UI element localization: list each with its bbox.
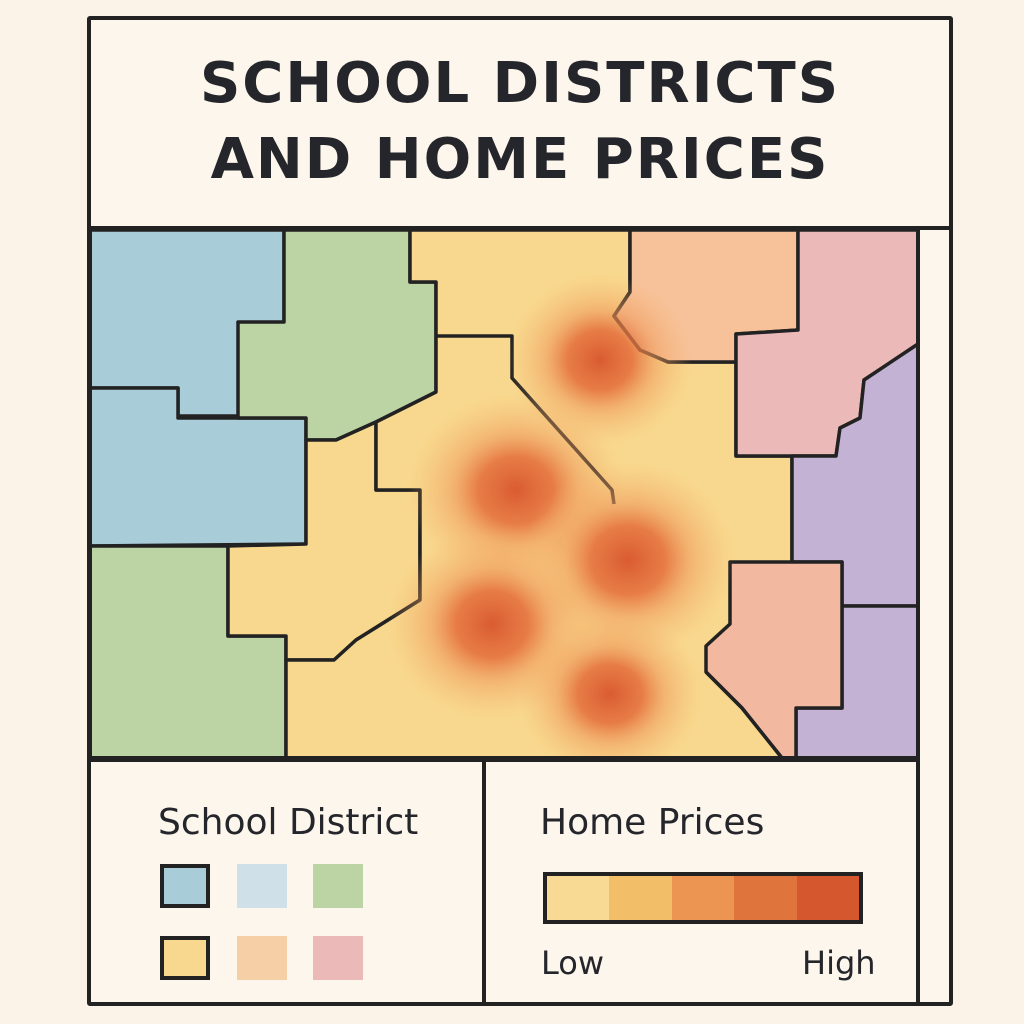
title-line-1: SCHOOL DISTRICTS — [199, 51, 841, 116]
district-swatch-5 — [237, 936, 287, 980]
district-swatch-4 — [160, 936, 210, 980]
district-swatch-3 — [313, 864, 363, 908]
district-swatch-1 — [160, 864, 210, 908]
district-swatch-6 — [313, 936, 363, 980]
home-price-color-scale — [543, 872, 863, 924]
scale-cell-1 — [547, 876, 610, 920]
school-district-legend-title: School District — [158, 802, 419, 843]
district-peach-south — [704, 560, 844, 758]
scale-cell-5 — [796, 876, 860, 920]
map-border — [88, 226, 920, 760]
price-hotspot-5 — [518, 610, 702, 758]
district-swatch-2 — [237, 864, 287, 908]
district-boundary-south — [704, 670, 784, 758]
scale-cell-2 — [609, 876, 672, 920]
title-line-2: AND HOME PRICES — [210, 127, 830, 192]
scale-cell-4 — [734, 876, 797, 920]
scale-cell-3 — [671, 876, 735, 920]
scale-high-label: High — [802, 944, 876, 982]
home-prices-legend-title: Home Prices — [540, 802, 765, 843]
home-price-heatmap — [388, 274, 734, 758]
scale-low-label: Low — [541, 944, 605, 982]
title-box: SCHOOL DISTRICTS AND HOME PRICES — [87, 16, 953, 228]
